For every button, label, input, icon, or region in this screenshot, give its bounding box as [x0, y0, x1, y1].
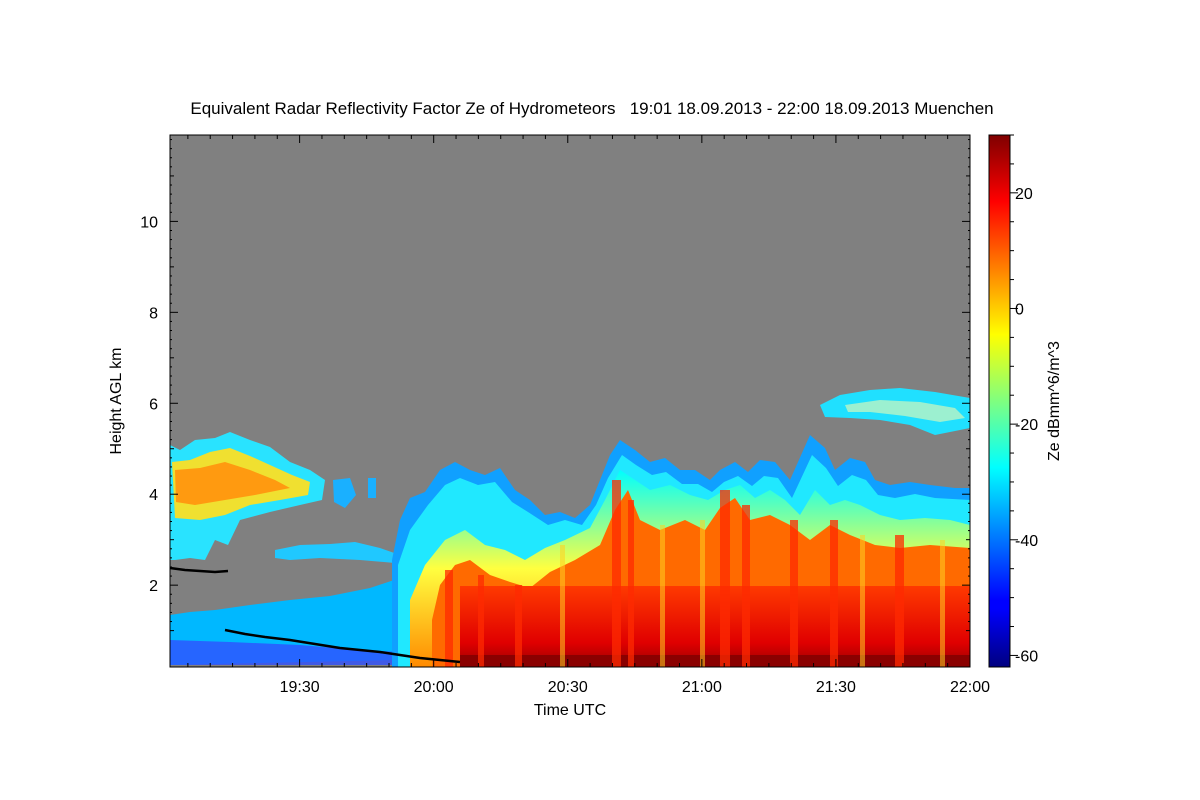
x-axis: 19:30 20:00 20:30 21:00 21:30 22:00 — [187, 135, 990, 696]
colorbar — [988, 134, 1011, 668]
y-tick-label: 4 — [149, 487, 158, 504]
chart-title: Equivalent Radar Reflectivity Factor Ze … — [190, 99, 993, 118]
fall-streaks — [445, 480, 904, 667]
colorbar-tick-label: -40 — [1015, 533, 1038, 550]
colorbar-tick-label: 20 — [1015, 186, 1033, 203]
y-tick-label: 10 — [140, 214, 158, 231]
cloud-patch-small-1 — [333, 478, 356, 508]
cloud-patch-small-2 — [368, 478, 376, 498]
colorbar-tick-label: -20 — [1015, 417, 1038, 434]
y-tick-label: 8 — [149, 305, 158, 322]
y-tick-label: 2 — [149, 578, 158, 595]
colorbar-label: Ze dBmm^6/m^3 — [1046, 341, 1063, 461]
colorbar-tick-label: -60 — [1015, 648, 1038, 665]
fall-streaks-light — [560, 520, 945, 667]
y-axis-label: Height AGL km — [108, 347, 125, 454]
x-tick-label: 20:30 — [548, 679, 588, 696]
cloud-base-line-1 — [170, 566, 229, 574]
plot-frame — [169, 134, 971, 668]
cloud-base-line-2 — [224, 628, 461, 664]
colorbar-tick-label: 0 — [1015, 301, 1024, 318]
melting-layer-band — [460, 586, 970, 667]
plot-area — [170, 135, 970, 667]
x-tick-label: 21:30 — [816, 679, 856, 696]
low-layer-left-noise — [170, 640, 402, 665]
x-axis-label: Time UTC — [534, 702, 606, 719]
cloud-core-upper-right — [845, 400, 965, 422]
x-tick-label: 22:00 — [950, 679, 990, 696]
x-tick-label: 21:00 — [682, 679, 722, 696]
surface-band — [460, 655, 970, 667]
y-tick-label: 6 — [149, 396, 158, 413]
x-tick-label: 19:30 — [280, 679, 320, 696]
y-axis: 2 4 6 8 10 — [140, 139, 970, 632]
x-tick-label: 20:00 — [414, 679, 454, 696]
cloud-core-upper-left-2 — [175, 462, 290, 505]
cloud-patch-mid-left — [275, 542, 400, 563]
colorbar-axis: -60 -40 -20 0 20 — [1010, 134, 1038, 665]
